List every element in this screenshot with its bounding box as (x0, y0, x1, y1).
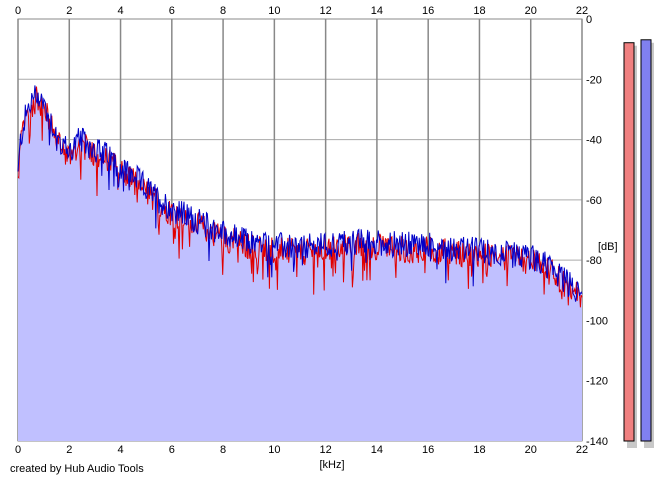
y-tick-label: 0 (586, 14, 592, 26)
x-tick-label-bottom: 6 (169, 444, 175, 456)
level-meters (623, 39, 654, 449)
x-tick-label-bottom: 2 (66, 444, 72, 456)
x-tick-label-bottom: 20 (525, 444, 537, 456)
x-tick-label-bottom: 18 (473, 444, 485, 456)
x-tick-label-top: 6 (169, 5, 175, 17)
y-tick-label: -140 (586, 436, 608, 448)
x-tick-label-bottom: 12 (320, 444, 332, 456)
x-tick-label-top: 16 (422, 5, 434, 17)
x-tick-label-top: 10 (268, 5, 280, 17)
credit-text: created by Hub Audio Tools (10, 463, 144, 475)
y-tick-label: -20 (586, 74, 602, 86)
x-tick-label-bottom: 8 (220, 444, 226, 456)
x-tick-label-top: 22 (576, 5, 588, 17)
x-axis-label: [kHz] (319, 459, 344, 471)
x-tick-labels-top: 0 2 4 6 8 10 12 14 16 18 20 22 (15, 5, 588, 17)
x-tick-label-bottom: 0 (15, 444, 21, 456)
x-tick-label-bottom: 10 (268, 444, 280, 456)
x-tick-label-top: 8 (220, 5, 226, 17)
x-tick-label-bottom: 16 (422, 444, 434, 456)
y-tick-label: -60 (586, 195, 602, 207)
y-axis-label: [dB] (598, 241, 618, 253)
x-tick-label-bottom: 14 (371, 444, 383, 456)
meter-left-bar (623, 42, 635, 442)
x-tick-label-bottom: 22 (576, 444, 588, 456)
x-tick-label-bottom: 4 (117, 444, 123, 456)
x-tick-label-top: 18 (473, 5, 485, 17)
y-tick-label: -120 (586, 376, 608, 388)
x-tick-label-top: 2 (66, 5, 72, 17)
right-channel-line (17, 85, 583, 302)
y-tick-label: -80 (586, 255, 602, 267)
x-tick-labels-bottom: 0 2 4 6 8 10 12 14 16 18 20 22 (15, 444, 588, 456)
x-tick-label-top: 14 (371, 5, 383, 17)
x-tick-label-top: 4 (117, 5, 123, 17)
x-tick-label-top: 0 (15, 5, 21, 17)
y-tick-label: -40 (586, 135, 602, 147)
x-tick-label-top: 12 (320, 5, 332, 17)
x-tick-label-top: 20 (525, 5, 537, 17)
y-tick-label: -100 (586, 315, 608, 327)
meter-right-bar (640, 39, 652, 442)
spectrum-fill-area (18, 85, 582, 442)
y-tick-labels: 0 -20 -40 -60 -80 -100 -120 -140 (586, 14, 608, 448)
